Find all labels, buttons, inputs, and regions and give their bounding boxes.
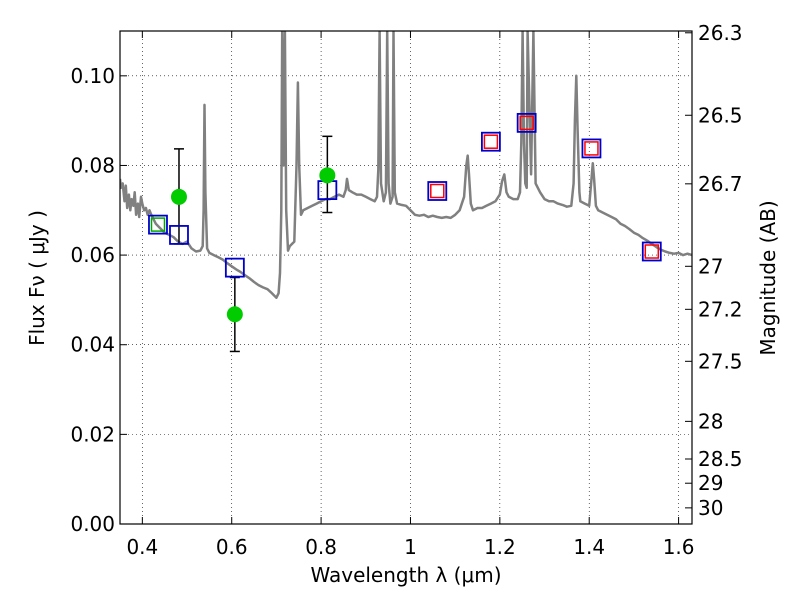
plot-frame (119, 30, 693, 525)
model-photometry-blue-square (224, 257, 245, 278)
y-tick-label: 0.08 (70, 153, 115, 177)
y-tick-label: 0.04 (70, 333, 115, 357)
model-spectrum (120, 31, 692, 299)
x-tick-label: 0.6 (216, 535, 248, 559)
y-tick-label: 0.02 (70, 422, 115, 446)
model-photometry-green-square (150, 217, 166, 232)
mag-tick-label: 30 (698, 496, 723, 520)
model-photometry-red-square (584, 141, 599, 156)
y2-axis-label: Magnitude (AB) (756, 200, 780, 355)
mag-tick-label: 26.3 (698, 21, 743, 45)
model-spectrum-line (120, 31, 692, 299)
y-tick-label: 0.06 (70, 243, 115, 267)
observed-point (226, 306, 243, 323)
model-photometry-blue-square (481, 131, 501, 152)
mag-tick-label: 27.2 (698, 297, 743, 321)
x-tick-label: 1.2 (484, 535, 516, 559)
observed-point (319, 167, 336, 184)
mag-tick-label: 28 (698, 409, 723, 433)
model-photometry-blue-square (148, 214, 168, 235)
mag-tick-label: 27.5 (698, 349, 743, 373)
x-tick-label: 0.8 (305, 535, 337, 559)
model-photometry-blue-square (581, 138, 602, 159)
y-tick-label: 0.10 (70, 64, 115, 88)
x-tick-label: 1.6 (663, 535, 695, 559)
mag-tick-label: 28.5 (698, 447, 743, 471)
model-photometry-red-square (644, 244, 660, 259)
observed-point (170, 188, 187, 205)
axis-ticks: 0.4 0.6 0.8 1 1.2 1.4 1.6 0.00 0.02 0.04 0.06 0.08 0… (70, 21, 742, 559)
x-tick-label: 0.4 (126, 535, 158, 559)
model-photometry-red-square (519, 115, 534, 131)
mag-tick-label: 26.7 (698, 172, 743, 196)
x-axis-label: Wavelength λ (μm) (310, 563, 501, 587)
model-photometry-blue-square (427, 181, 448, 201)
model-photometry-blue-square (169, 225, 189, 245)
mag-tick-label: 26.5 (698, 103, 743, 127)
photometry-markers (148, 112, 662, 353)
mag-tick-label: 27 (698, 254, 723, 278)
grid-lines (120, 31, 692, 524)
mag-tick-label: 29 (698, 471, 723, 495)
model-photometry-red-square (483, 134, 499, 149)
x-tick-label: 1 (404, 535, 417, 559)
y-tick-label: 0.00 (70, 512, 115, 536)
model-photometry-red-square (430, 183, 445, 199)
model-photometry-blue-square (516, 112, 537, 133)
x-tick-label: 1.4 (573, 535, 605, 559)
model-photometry-blue-square (641, 241, 662, 262)
y-axis-label: Flux Fν ( μJy ) (25, 210, 49, 346)
